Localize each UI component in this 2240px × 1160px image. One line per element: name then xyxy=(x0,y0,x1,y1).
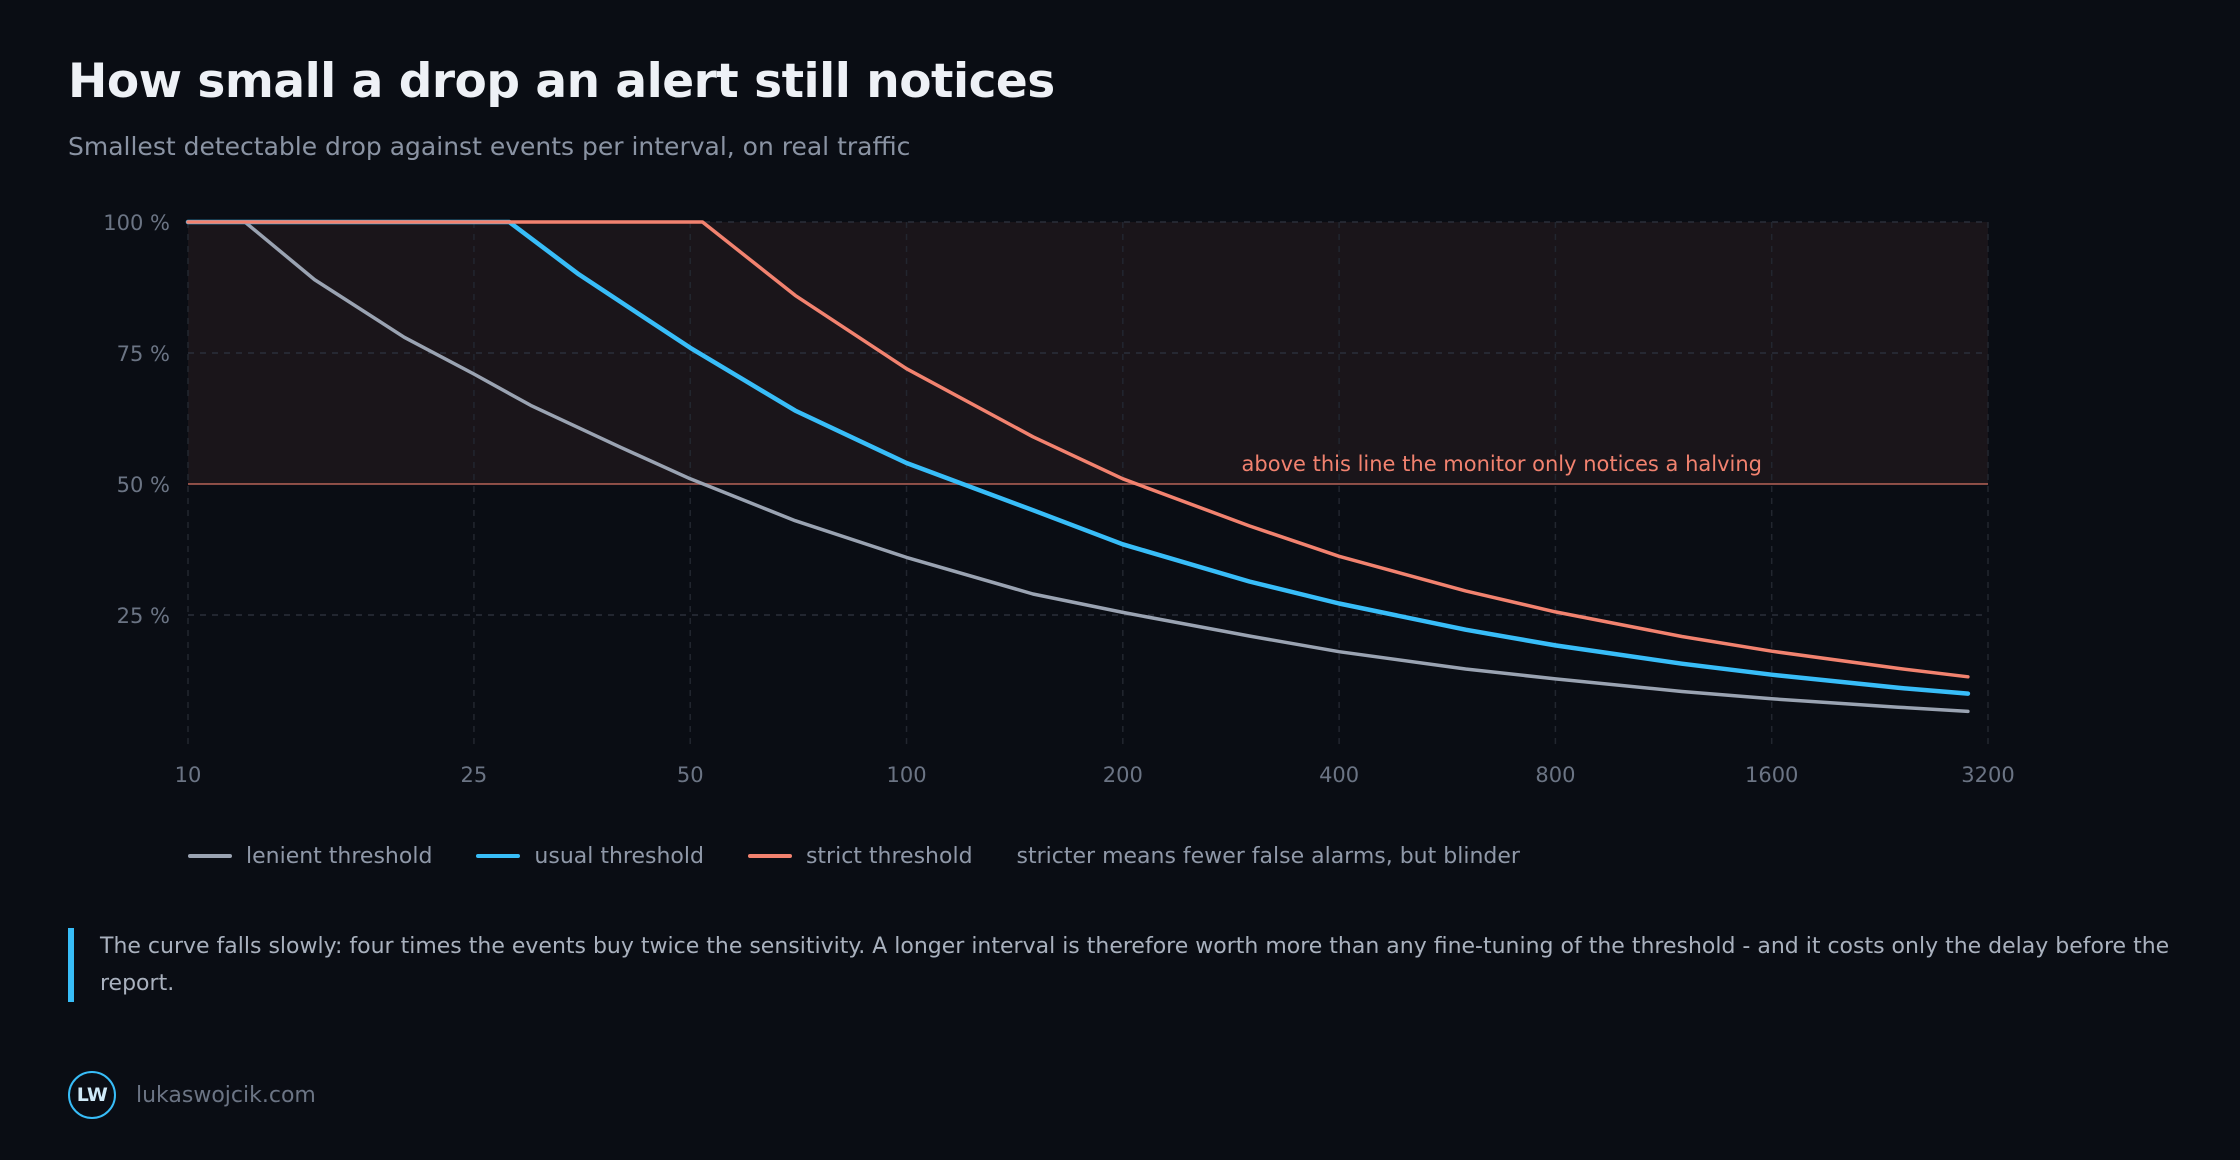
y-tick-label: 25 % xyxy=(117,604,170,628)
series-line-lenient-threshold xyxy=(186,220,1970,714)
legend-item-strict: strict threshold xyxy=(747,843,973,869)
x-tick-label: 800 xyxy=(1535,763,1575,787)
y-tick-label: 100 % xyxy=(103,211,170,235)
y-tick-label: 50 % xyxy=(117,473,170,497)
legend-label-usual: usual threshold xyxy=(534,843,704,869)
x-tick-label: 100 xyxy=(886,763,926,787)
halving-reference-label: above this line the monitor only notices… xyxy=(1242,452,1762,476)
legend-label-lenient: lenient threshold xyxy=(246,843,433,869)
y-tick-label: 75 % xyxy=(117,342,170,366)
footer: LW lukaswojcik.com xyxy=(68,1071,316,1119)
brand-logo: LW xyxy=(68,1071,116,1119)
legend-swatch-usual xyxy=(476,854,521,858)
legend: lenient threshold usual threshold strict… xyxy=(188,840,1520,872)
site-link[interactable]: lukaswojcik.com xyxy=(136,1082,316,1108)
x-tick-label: 10 xyxy=(175,763,202,787)
x-tick-label: 25 xyxy=(461,763,488,787)
legend-item-lenient: lenient threshold xyxy=(188,844,432,869)
x-tick-label: 400 xyxy=(1319,763,1359,787)
x-tick-label: 1600 xyxy=(1745,763,1798,787)
legend-label-strict: strict threshold xyxy=(805,843,973,869)
series-line-usual-threshold xyxy=(185,219,1971,696)
legend-item-usual: usual threshold xyxy=(476,844,704,869)
legend-note: stricter means fewer false alarms, but b… xyxy=(1016,843,1520,869)
chart-subtitle: Smallest detectable drop against events … xyxy=(68,132,911,161)
series-line-strict-threshold xyxy=(186,220,1970,679)
line-chart: 25 % 50 % 75 % 100 % 10 25 50 100 200 400 800 1600 3… xyxy=(103,211,2014,787)
x-tick-label: 200 xyxy=(1103,763,1143,787)
chart-title: How small a drop an alert still notices xyxy=(68,54,1055,109)
legend-swatch-lenient xyxy=(188,854,232,858)
x-tick-label: 3200 xyxy=(1961,763,2014,787)
legend-swatch-strict xyxy=(747,854,792,858)
callout-note: The curve falls slowly: four times the e… xyxy=(68,928,2200,1002)
x-tick-label: 50 xyxy=(677,763,704,787)
